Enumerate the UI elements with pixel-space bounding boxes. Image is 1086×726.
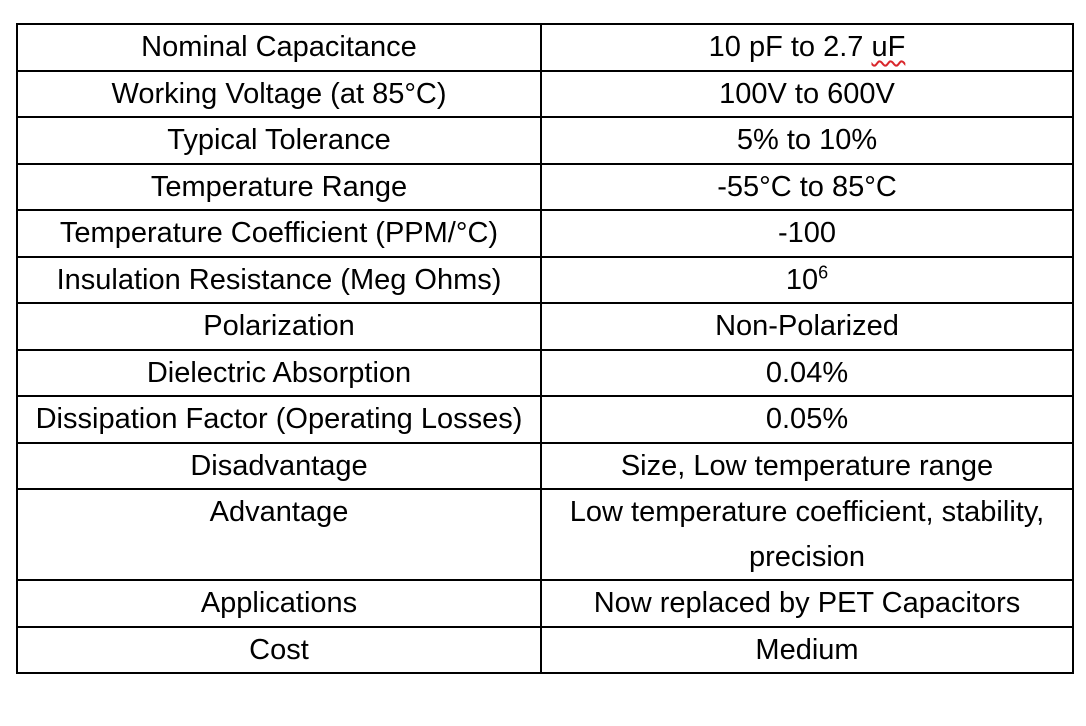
table-row: Typical Tolerance 5% to 10% [16,116,1074,165]
table-row: Cost Medium [16,625,1074,674]
table-row: Applications Now replaced by PET Capacit… [16,579,1074,628]
property-cell[interactable]: Dielectric Absorption [16,348,542,397]
table-row: Disadvantage Size, Low temperature range [16,441,1074,490]
value-cell[interactable]: 106 [540,255,1074,304]
property-cell[interactable]: Applications [16,579,542,628]
property-cell[interactable]: Polarization [16,302,542,351]
property-cell[interactable]: Dissipation Factor (Operating Losses) [16,395,542,444]
table-row: Temperature Range -55°C to 85°C [16,162,1074,211]
value-cell[interactable]: 100V to 600V [540,69,1074,118]
value-cell[interactable]: Non-Polarized [540,302,1074,351]
table-row: Temperature Coefficient (PPM/°C) -100 [16,209,1074,258]
value-cell[interactable]: Size, Low temperature range [540,441,1074,490]
value-cell[interactable]: 10 pF to 2.7 uF [540,23,1074,72]
table-row: Nominal Capacitance 10 pF to 2.7 uF [16,23,1074,72]
property-cell[interactable]: Working Voltage (at 85°C) [16,69,542,118]
value-cell[interactable]: -100 [540,209,1074,258]
value-cell[interactable]: Medium [540,625,1074,674]
property-cell[interactable]: Nominal Capacitance [16,23,542,72]
table-row: Dielectric Absorption 0.04% [16,348,1074,397]
value-cell[interactable]: Now replaced by PET Capacitors [540,579,1074,628]
value-cell[interactable]: 0.04% [540,348,1074,397]
property-cell[interactable]: Insulation Resistance (Meg Ohms) [16,255,542,304]
property-cell[interactable]: Cost [16,625,542,674]
property-cell[interactable]: Typical Tolerance [16,116,542,165]
table-row: Polarization Non-Polarized [16,302,1074,351]
property-cell[interactable]: Temperature Coefficient (PPM/°C) [16,209,542,258]
property-cell[interactable]: Disadvantage [16,441,542,490]
table-row: Insulation Resistance (Meg Ohms) 106 [16,255,1074,304]
capacitor-spec-table: Nominal Capacitance 10 pF to 2.7 uF Work… [16,23,1074,674]
property-cell[interactable]: Advantage [16,488,542,581]
table-row: Advantage Low temperature coefficient, s… [16,488,1074,581]
value-cell[interactable]: 5% to 10% [540,116,1074,165]
spellcheck-flagged-word[interactable]: uF [871,31,906,63]
property-cell[interactable]: Temperature Range [16,162,542,211]
value-exponent: 6 [818,261,829,282]
table-row: Working Voltage (at 85°C) 100V to 600V [16,69,1074,118]
value-cell[interactable]: 0.05% [540,395,1074,444]
value-cell[interactable]: Low temperature coefficient, stability, … [540,488,1074,581]
value-cell[interactable]: -55°C to 85°C [540,162,1074,211]
value-text: 10 pF to 2.7 [708,31,872,63]
table-row: Dissipation Factor (Operating Losses) 0.… [16,395,1074,444]
value-base: 10 [785,263,819,296]
